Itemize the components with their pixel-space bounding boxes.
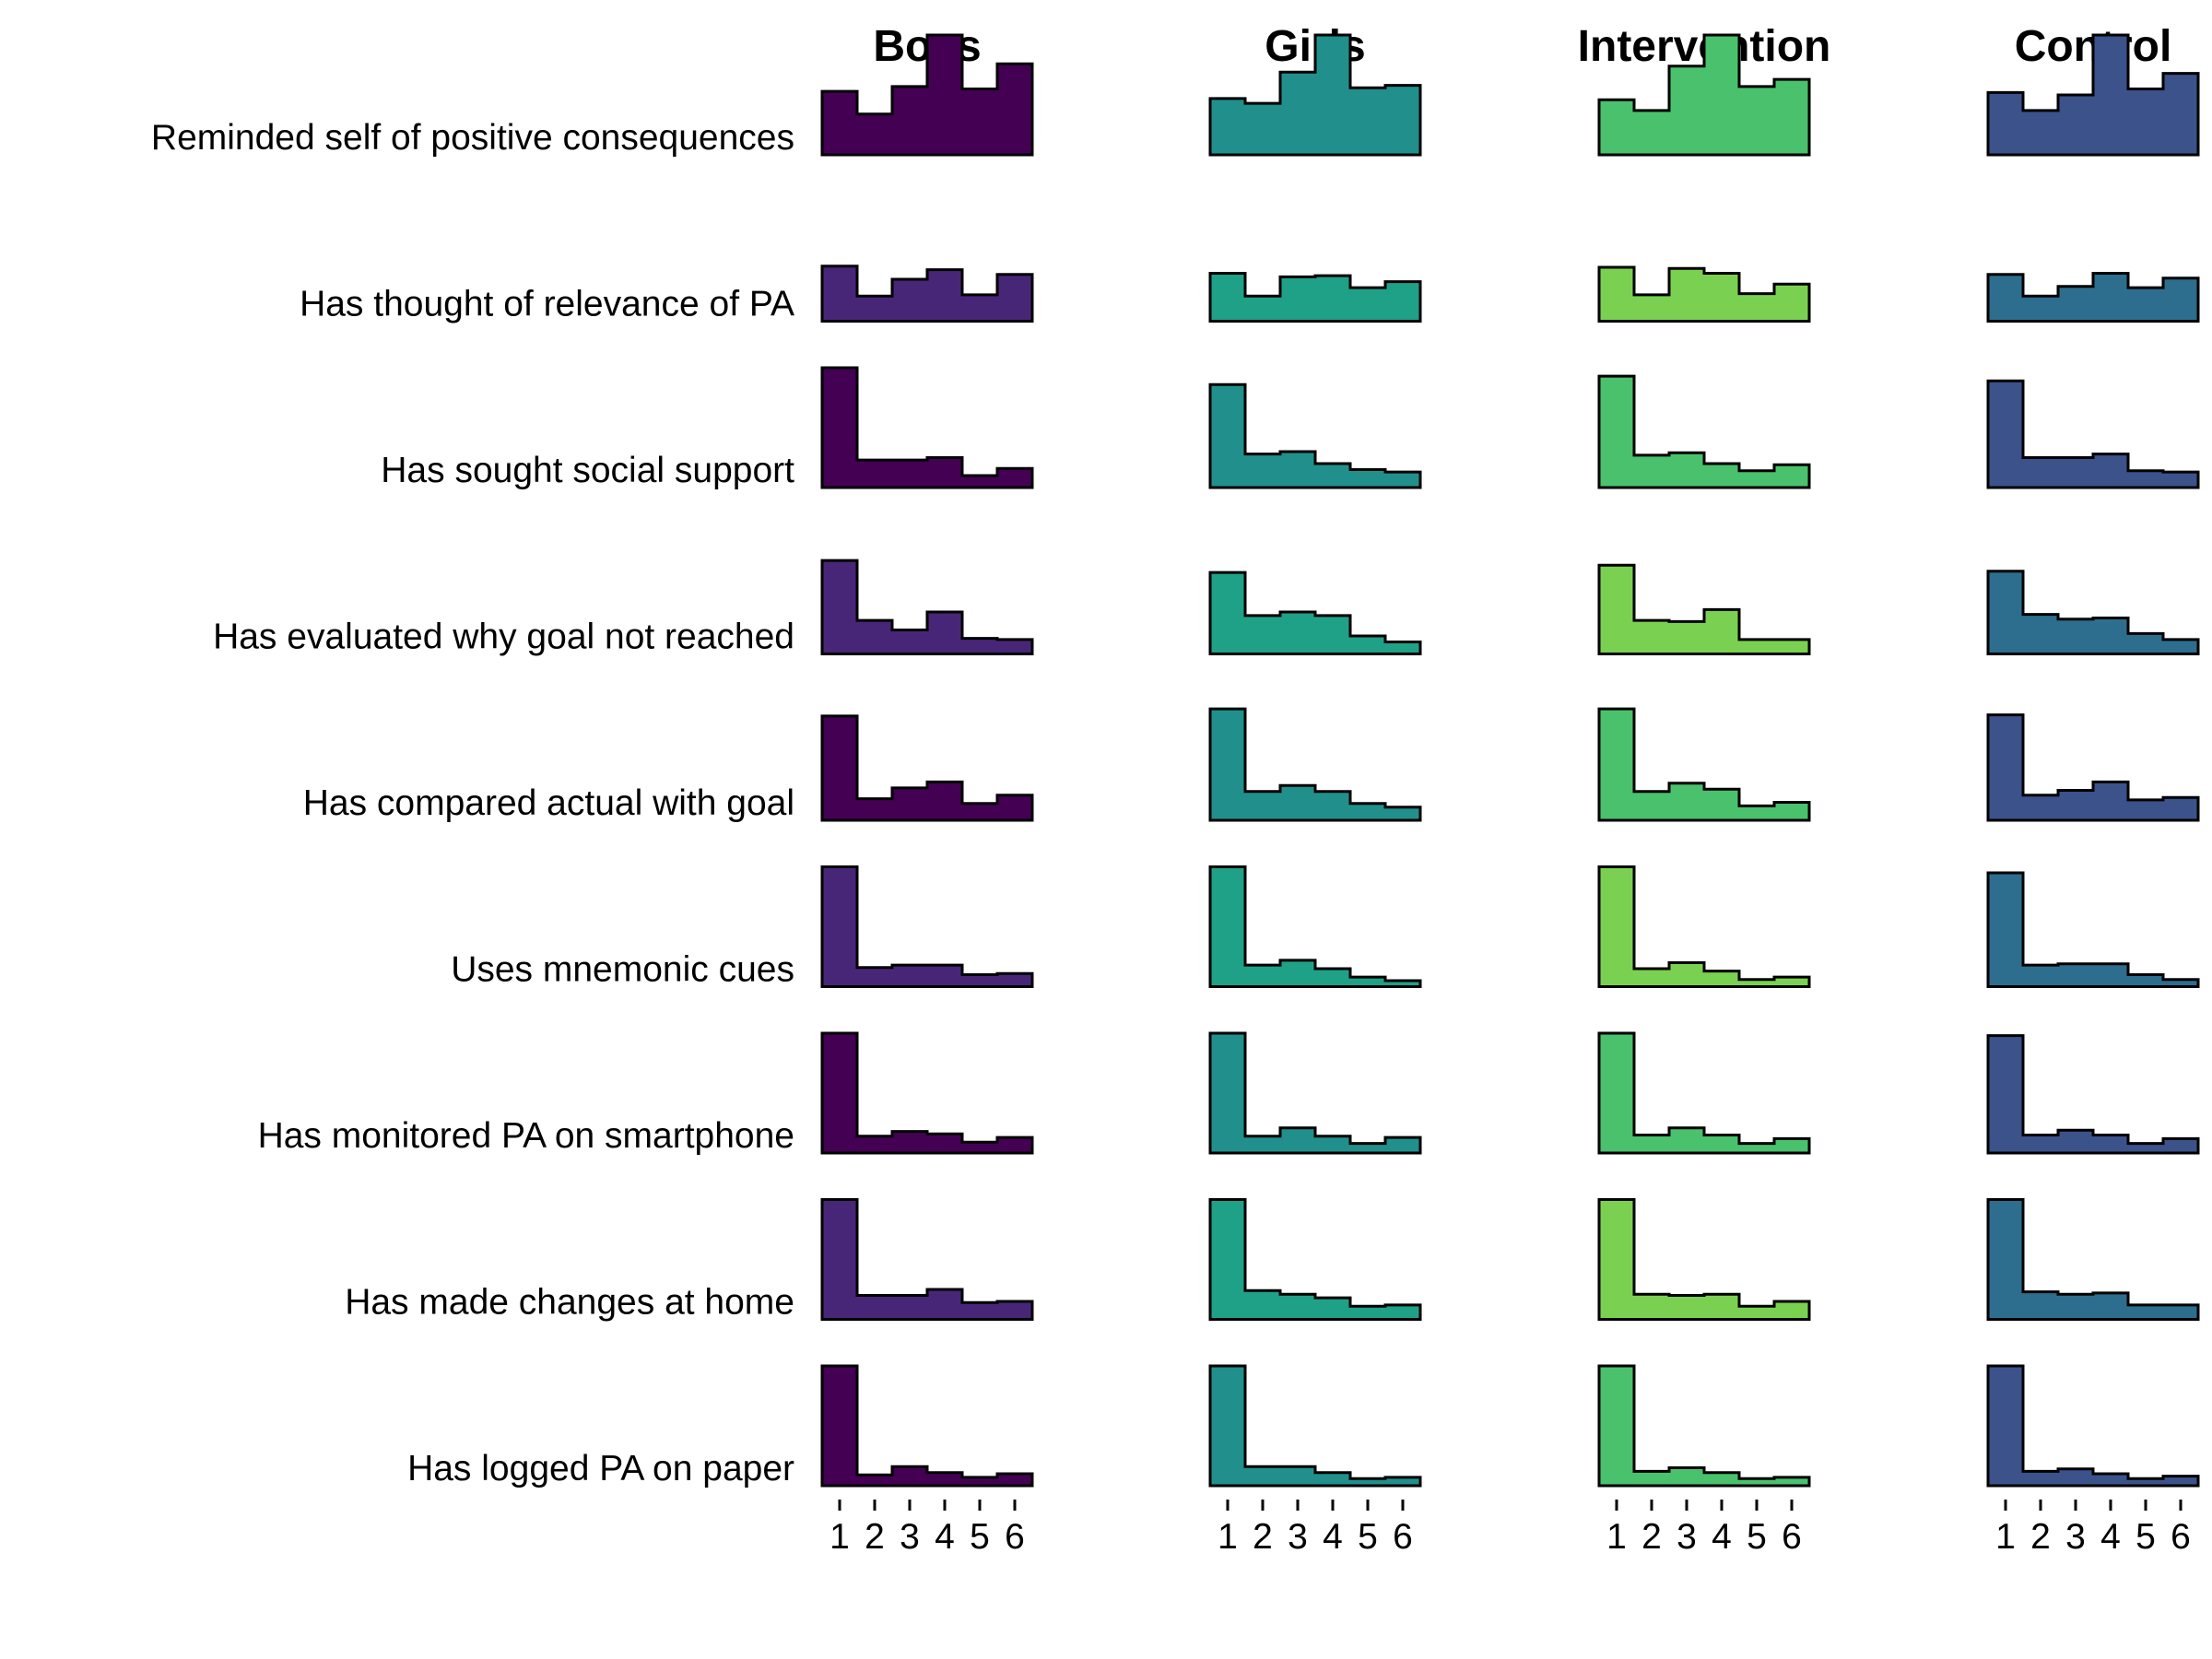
histogram-boys-has-made-changes-at-home	[820, 1198, 1034, 1321]
x-tick-label-control-5: 5	[2136, 1517, 2156, 1557]
histogram-intervention-has-sought-social-support	[1597, 374, 1811, 489]
histogram-control-uses-mnemonic-cues	[1986, 871, 2200, 988]
row-label-has-evaluated-why-goal-not-reached: Has evaluated why goal not reached	[213, 618, 794, 657]
histogram-girls-reminded-self-of-positive-consequences	[1208, 33, 1422, 157]
x-tick-label-intervention-2: 2	[1641, 1517, 1662, 1557]
row-label-has-compared-actual-with-goal: Has compared actual with goal	[303, 783, 794, 823]
x-tick-label-girls-3: 3	[1288, 1517, 1308, 1557]
x-tick-label-control-4: 4	[2100, 1517, 2121, 1557]
histogram-girls-has-sought-social-support	[1208, 382, 1422, 489]
x-tick-label-girls-4: 4	[1323, 1517, 1343, 1557]
x-tick-label-boys-5: 5	[970, 1517, 990, 1557]
row-label-has-sought-social-support: Has sought social support	[381, 451, 794, 490]
histogram-girls-has-evaluated-why-goal-not-reached	[1208, 571, 1422, 655]
histogram-intervention-has-compared-actual-with-goal	[1597, 707, 1811, 822]
x-tick-label-boys-4: 4	[935, 1517, 955, 1557]
x-tick-label-control-2: 2	[2030, 1517, 2051, 1557]
row-labels: Reminded self of positive consequences Ha…	[151, 118, 794, 1488]
histogram-intervention-has-logged-pa-on-paper	[1597, 1364, 1811, 1488]
x-tick-label-intervention-3: 3	[1677, 1517, 1697, 1557]
row-label-has-thought-of-relevance-of-pa: Has thought of relevance of PA	[300, 285, 794, 324]
histogram-control-has-logged-pa-on-paper	[1986, 1364, 2200, 1488]
x-tick-label-boys-3: 3	[900, 1517, 920, 1557]
x-tick-label-boys-2: 2	[865, 1517, 885, 1557]
histogram-intervention-has-made-changes-at-home	[1597, 1198, 1811, 1321]
x-tick-label-intervention-1: 1	[1606, 1517, 1627, 1557]
histogram-boys-has-thought-of-relevance-of-pa	[820, 265, 1034, 323]
histogram-intervention-reminded-self-of-positive-consequences	[1597, 33, 1811, 157]
x-tick-label-control-1: 1	[1995, 1517, 2016, 1557]
x-tick-label-intervention-6: 6	[1782, 1517, 1802, 1557]
x-tick-label-girls-2: 2	[1253, 1517, 1273, 1557]
x-tick-label-intervention-5: 5	[1747, 1517, 1767, 1557]
row-label-uses-mnemonic-cues: Uses mnemonic cues	[451, 950, 794, 990]
histogram-boys-has-sought-social-support	[820, 366, 1034, 489]
histogram-control-has-thought-of-relevance-of-pa	[1986, 272, 2200, 323]
histogram-girls-uses-mnemonic-cues	[1208, 865, 1422, 988]
histogram-boys-has-monitored-pa-on-smartphone	[820, 1031, 1034, 1155]
histogram-control-has-made-changes-at-home	[1986, 1198, 2200, 1321]
histogram-girls-has-logged-pa-on-paper	[1208, 1364, 1422, 1488]
histogram-control-has-monitored-pa-on-smartphone	[1986, 1034, 2200, 1155]
row-label-has-logged-pa-on-paper: Has logged PA on paper	[407, 1449, 794, 1488]
histogram-intervention-has-thought-of-relevance-of-pa	[1597, 265, 1811, 323]
histogram-boys-has-evaluated-why-goal-not-reached	[820, 559, 1034, 655]
x-tick-label-boys-1: 1	[830, 1517, 850, 1557]
histogram-bars	[820, 33, 2200, 1488]
histogram-girls-has-made-changes-at-home	[1208, 1198, 1422, 1321]
histogram-boys-uses-mnemonic-cues	[820, 865, 1034, 988]
histogram-intervention-uses-mnemonic-cues	[1597, 865, 1811, 988]
histogram-intervention-has-monitored-pa-on-smartphone	[1597, 1031, 1811, 1155]
histogram-control-has-compared-actual-with-goal	[1986, 713, 2200, 822]
histogram-girls-has-thought-of-relevance-of-pa	[1208, 272, 1422, 323]
x-tick-label-intervention-4: 4	[1712, 1517, 1732, 1557]
histogram-control-reminded-self-of-positive-consequences	[1986, 33, 2200, 157]
x-tick-label-boys-6: 6	[1005, 1517, 1025, 1557]
row-label-has-made-changes-at-home: Has made changes at home	[345, 1283, 794, 1323]
x-tick-label-girls-1: 1	[1218, 1517, 1238, 1557]
x-tick-label-girls-6: 6	[1393, 1517, 1413, 1557]
histogram-control-has-evaluated-why-goal-not-reached	[1986, 570, 2200, 655]
row-label-has-monitored-pa-on-smartphone: Has monitored PA on smartphone	[258, 1116, 794, 1156]
x-tick-label-control-6: 6	[2171, 1517, 2191, 1557]
histogram-boys-has-logged-pa-on-paper	[820, 1364, 1034, 1488]
histogram-control-has-sought-social-support	[1986, 379, 2200, 489]
histogram-intervention-has-evaluated-why-goal-not-reached	[1597, 563, 1811, 655]
histogram-girls-has-compared-actual-with-goal	[1208, 707, 1422, 822]
x-tick-label-control-3: 3	[2065, 1517, 2086, 1557]
histogram-boys-reminded-self-of-positive-consequences	[820, 33, 1034, 157]
x-tick-label-girls-5: 5	[1358, 1517, 1378, 1557]
row-label-reminded-self-of-positive-consequences: Reminded self of positive consequences	[151, 118, 794, 158]
histogram-girls-has-monitored-pa-on-smartphone	[1208, 1031, 1422, 1155]
histogram-boys-has-compared-actual-with-goal	[820, 714, 1034, 822]
